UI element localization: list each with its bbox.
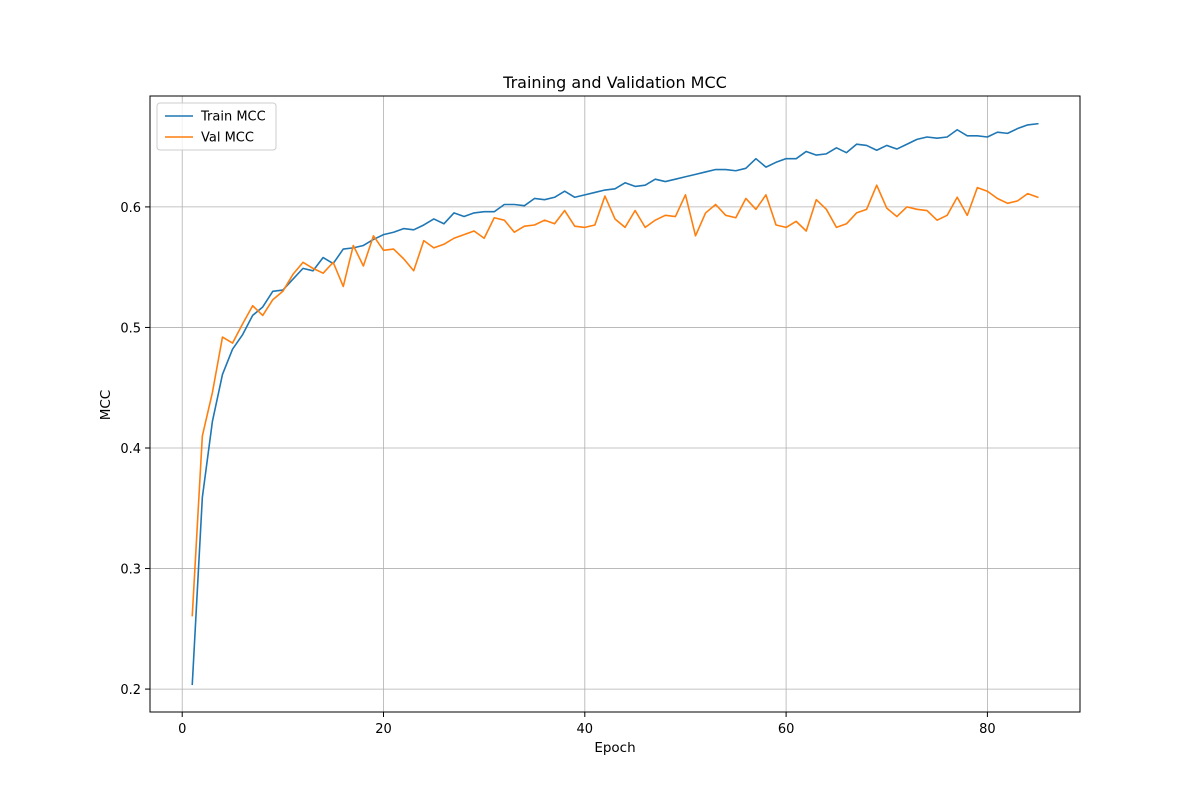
- chart-title: Training and Validation MCC: [502, 73, 727, 92]
- axes-frame: [149, 95, 1081, 713]
- x-tick-label: 0: [178, 722, 186, 737]
- x-tick-label: 80: [979, 722, 996, 737]
- y-tick-label: 0.5: [120, 321, 141, 336]
- legend-box: [156, 102, 277, 151]
- plot-area: 0 20 40 60 80 0.2 0.3 0.4 0.5 0.6 Train MCC Val MCC: [120, 95, 1081, 737]
- series-line-val-mcc: [191, 184, 1039, 617]
- x-axis-label: Epoch: [594, 740, 635, 756]
- x-tick-label: 40: [577, 722, 594, 737]
- y-tick-label: 0.3: [120, 563, 141, 578]
- legend-label-val-mcc: Val MCC: [201, 131, 254, 146]
- legend-label-train-mcc: Train MCC: [200, 110, 266, 125]
- y-tick-label: 0.6: [120, 201, 141, 216]
- y-tick-label: 0.4: [120, 442, 141, 457]
- x-tick-label: 20: [375, 722, 392, 737]
- x-tick-label: 60: [778, 722, 795, 737]
- y-axis-label: MCC: [98, 390, 114, 421]
- y-tick-label: 0.2: [120, 683, 141, 698]
